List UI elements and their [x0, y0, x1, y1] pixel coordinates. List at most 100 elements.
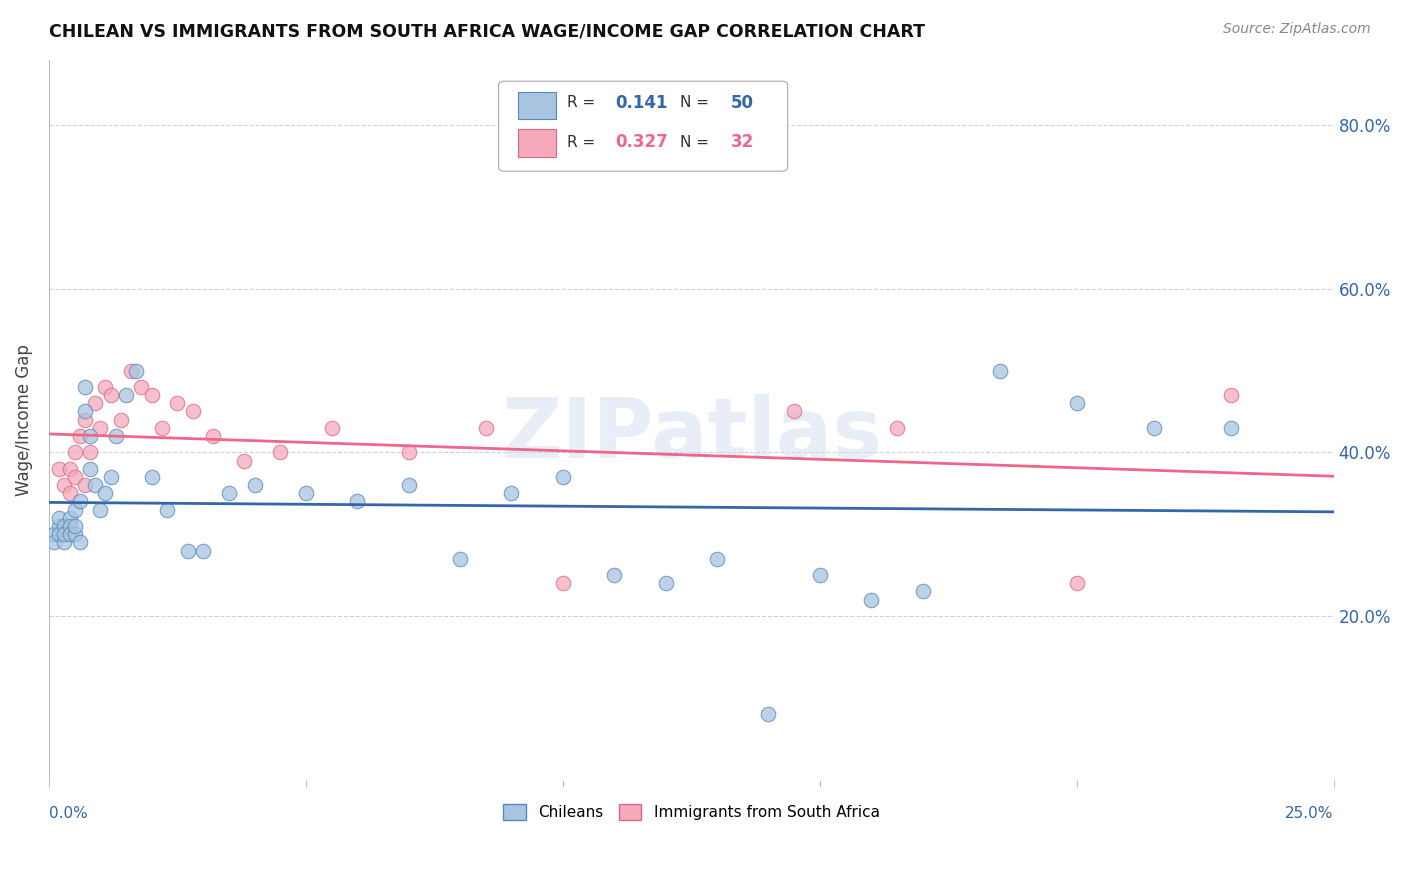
Point: [89, 421, 111, 435]
Point: [58, 486, 80, 500]
Point: [48, 519, 70, 533]
Text: ZIPatlas: ZIPatlas: [501, 393, 882, 475]
Point: [48, 527, 70, 541]
Point: [63, 502, 86, 516]
Point: [295, 486, 318, 500]
Point: [1066, 396, 1088, 410]
Text: 25.0%: 25.0%: [1285, 806, 1334, 822]
Point: [177, 543, 200, 558]
Point: [706, 551, 728, 566]
Point: [156, 502, 179, 516]
Text: R =: R =: [567, 95, 600, 111]
Point: [53, 519, 76, 533]
Point: [860, 592, 883, 607]
Point: [269, 445, 291, 459]
Legend: Chileans, Immigrants from South Africa: Chileans, Immigrants from South Africa: [496, 797, 886, 826]
Point: [110, 412, 132, 426]
Point: [654, 576, 676, 591]
Point: [115, 388, 138, 402]
Point: [321, 421, 343, 435]
Point: [79, 429, 101, 443]
Point: [69, 535, 91, 549]
FancyBboxPatch shape: [517, 129, 557, 157]
Text: CHILEAN VS IMMIGRANTS FROM SOUTH AFRICA WAGE/INCOME GAP CORRELATION CHART: CHILEAN VS IMMIGRANTS FROM SOUTH AFRICA …: [49, 22, 925, 40]
Point: [53, 527, 76, 541]
Point: [63, 519, 86, 533]
Point: [58, 519, 80, 533]
Point: [63, 527, 86, 541]
Point: [125, 363, 148, 377]
Point: [1219, 421, 1241, 435]
Point: [141, 388, 163, 402]
Text: 32: 32: [731, 134, 755, 152]
Point: [73, 380, 96, 394]
Point: [100, 388, 122, 402]
Point: [73, 412, 96, 426]
Point: [42, 527, 65, 541]
Point: [398, 445, 420, 459]
Point: [104, 429, 127, 443]
Point: [48, 461, 70, 475]
FancyBboxPatch shape: [517, 92, 557, 120]
Point: [58, 527, 80, 541]
Point: [1143, 421, 1166, 435]
Y-axis label: Wage/Income Gap: Wage/Income Gap: [15, 343, 32, 496]
Point: [94, 486, 117, 500]
Point: [808, 568, 831, 582]
Point: [100, 470, 122, 484]
Text: 50: 50: [731, 94, 754, 112]
Point: [346, 494, 368, 508]
Point: [131, 380, 153, 394]
Point: [233, 453, 256, 467]
Point: [449, 551, 471, 566]
Point: [191, 543, 214, 558]
Point: [94, 380, 117, 394]
Point: [53, 478, 76, 492]
Point: [73, 478, 96, 492]
Point: [1066, 576, 1088, 591]
Point: [79, 461, 101, 475]
Point: [79, 445, 101, 459]
Point: [69, 429, 91, 443]
Point: [243, 478, 266, 492]
Point: [53, 535, 76, 549]
Text: 0.0%: 0.0%: [49, 806, 87, 822]
Point: [783, 404, 806, 418]
Point: [84, 396, 107, 410]
Point: [120, 363, 142, 377]
Point: [42, 535, 65, 549]
Text: N =: N =: [679, 95, 714, 111]
Point: [758, 707, 780, 722]
Point: [551, 470, 574, 484]
Text: 0.141: 0.141: [616, 94, 668, 112]
Point: [89, 502, 111, 516]
Point: [141, 470, 163, 484]
Point: [73, 404, 96, 418]
Point: [166, 396, 188, 410]
Point: [551, 576, 574, 591]
Point: [58, 510, 80, 524]
Point: [988, 363, 1011, 377]
Point: [474, 421, 496, 435]
Point: [603, 568, 626, 582]
Point: [911, 584, 934, 599]
Point: [218, 486, 240, 500]
Point: [398, 478, 420, 492]
Point: [181, 404, 204, 418]
Text: N =: N =: [679, 135, 714, 150]
Point: [886, 421, 908, 435]
Point: [58, 461, 80, 475]
Text: 0.327: 0.327: [616, 134, 668, 152]
Point: [1219, 388, 1241, 402]
FancyBboxPatch shape: [499, 81, 787, 171]
Text: Source: ZipAtlas.com: Source: ZipAtlas.com: [1223, 22, 1371, 37]
Point: [48, 510, 70, 524]
Point: [63, 470, 86, 484]
Point: [202, 429, 225, 443]
Point: [84, 478, 107, 492]
Point: [150, 421, 173, 435]
Point: [63, 445, 86, 459]
Point: [501, 486, 523, 500]
Text: R =: R =: [567, 135, 600, 150]
Point: [69, 494, 91, 508]
